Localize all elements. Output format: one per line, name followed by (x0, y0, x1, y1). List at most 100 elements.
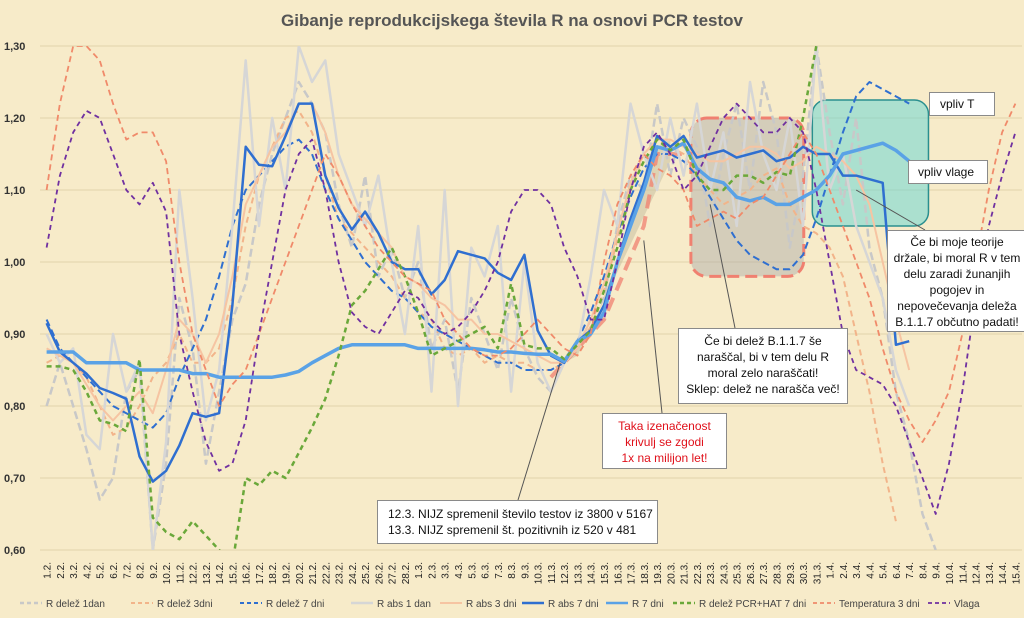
annotation-teorije-line: nepovečevanja deleža (897, 299, 1017, 313)
x-tick-label: 22.2. (321, 562, 332, 584)
series-line-r-abs-7-dni (45, 102, 910, 483)
legend-label: R delež 3dni (157, 599, 213, 610)
series-line-r-abs-3-dni (46, 102, 911, 422)
x-tick-label: 24.3. (719, 562, 730, 584)
x-tick-label: 18.2. (268, 562, 279, 584)
x-tick-label: 31.3. (812, 562, 823, 584)
x-axis-ticks: 1.2. 2.2. 3.2. 4.2. 5.2. 6.2. 7.2. 8.2. 9.2. 10.2… (43, 562, 1023, 584)
legend-label: Vlaga (954, 599, 980, 610)
y-tick-label: 1,20 (4, 113, 25, 125)
x-tick-label: 7.4. (905, 562, 916, 579)
x-tick-label: 8.4. (918, 562, 929, 579)
x-tick-label: 27.2. (388, 562, 399, 584)
x-tick-label: 7.2. (122, 562, 133, 579)
x-tick-label: 11.2. (175, 562, 186, 584)
x-tick-label: 11.4. (958, 562, 969, 584)
annotation-nijz-line: 12.3. NIJZ spremenil število testov iz 3… (388, 507, 653, 521)
x-tick-label: 12.3. (560, 562, 571, 584)
annotation-izenacenost-line: 1x na milijon let! (621, 451, 708, 465)
x-tick-label: 14.3. (587, 562, 598, 584)
x-tick-label: 26.3. (746, 562, 757, 584)
x-tick-label: 2.4. (839, 562, 850, 579)
x-tick-label: 13.3. (573, 562, 584, 584)
x-tick-label: 15.3. (600, 562, 611, 584)
series-line-vlaga (45, 102, 1017, 515)
legend-label: R delež 1dan (46, 599, 105, 610)
connector-line (855, 189, 926, 231)
x-tick-label: 10.2. (162, 562, 173, 584)
legend-label: R 7 dni (632, 599, 664, 610)
connector-line (643, 240, 663, 414)
x-tick-label: 6.4. (892, 562, 903, 579)
x-tick-label: 21.3. (680, 562, 691, 584)
y-tick-label: 1,00 (4, 257, 25, 269)
series-line-temperatura-3-dni (45, 46, 1017, 443)
x-tick-label: 5.4. (879, 562, 890, 579)
annotation-vpliv-t: vpliv T (929, 92, 995, 116)
x-tick-label: 11.3. (547, 562, 558, 584)
x-tick-label: 3.2. (69, 562, 80, 579)
x-tick-label: 25.3. (733, 562, 744, 584)
annotation-izenacenost-line: Taka izenačenost (618, 419, 711, 433)
x-tick-label: 5.3. (467, 562, 478, 579)
annotation-delez-line: Sklep: delež ne narašča več! (686, 382, 840, 396)
y-tick-label: 1,10 (4, 185, 25, 197)
x-tick-label: 18.3. (640, 562, 651, 584)
x-tick-label: 25.2. (361, 562, 372, 584)
x-tick-label: 12.4. (972, 562, 983, 584)
x-tick-label: 16.2. (242, 562, 253, 584)
x-tick-label: 4.2. (82, 562, 93, 579)
annotation-teorije-line: Če bi moje teorije (910, 235, 1004, 249)
x-tick-label: 9.4. (932, 562, 943, 579)
x-tick-label: 2.3. (427, 562, 438, 579)
x-tick-label: 29.3. (786, 562, 797, 584)
legend-label: Temperatura 3 dni (839, 599, 920, 610)
x-tick-label: 7.3. (494, 562, 505, 579)
y-tick-label: 0,90 (4, 329, 25, 341)
x-tick-label: 28.2. (401, 562, 412, 584)
x-tick-label: 14.4. (998, 562, 1009, 584)
connector-line (709, 204, 736, 329)
series-lines (45, 46, 1017, 550)
y-tick-label: 0,70 (4, 473, 25, 485)
x-tick-label: 21.2. (308, 562, 319, 584)
annotation-vpliv-t-text: vpliv T (940, 97, 975, 111)
annotation-nijz: 12.3. NIJZ spremenil število testov iz 3… (377, 500, 658, 544)
x-tick-label: 23.3. (706, 562, 717, 584)
x-tick-label: 1.4. (826, 562, 837, 579)
x-tick-label: 10.4. (945, 562, 956, 584)
annotation-delez-line: Če bi delež B.1.1.7 še (704, 334, 822, 348)
y-axis-ticks: 0,60 0,70 0,80 0,90 1,00 1,10 1,20 1,30 (4, 41, 25, 557)
x-tick-label: 17.2. (255, 562, 266, 584)
x-tick-label: 20.2. (295, 562, 306, 584)
legend-label: R delež 7 dni (266, 599, 324, 610)
x-tick-label: 20.3. (666, 562, 677, 584)
legend-label: R delež PCR+HAT 7 dni (699, 599, 806, 610)
x-tick-label: 4.4. (865, 562, 876, 579)
legend: R delež 1dan R delež 3dni R delež 7 dni R a… (20, 599, 980, 610)
x-tick-label: 3.4. (852, 562, 863, 579)
x-tick-label: 2.2. (56, 562, 67, 579)
x-tick-label: 1.2. (43, 562, 54, 579)
x-tick-label: 19.3. (653, 562, 664, 584)
x-tick-label: 23.2. (335, 562, 346, 584)
series-line-r-7-dni (46, 141, 911, 379)
x-tick-label: 1.3. (414, 562, 425, 579)
legend-label: R abs 1 dan (377, 599, 431, 610)
x-tick-label: 8.3. (507, 562, 518, 579)
annotation-vpliv-vlage-text: vpliv vlage (918, 165, 975, 179)
legend-label: R abs 7 dni (548, 599, 599, 610)
x-tick-label: 13.4. (985, 562, 996, 584)
annotation-connectors (517, 189, 926, 501)
annotation-teorije-line: držale, bi moral R v tem (893, 251, 1021, 265)
x-tick-label: 14.2. (215, 562, 226, 584)
annotation-izenacenost: Taka izenačenost krivulj se zgodi 1x na … (602, 413, 727, 469)
x-tick-label: 15.4. (1011, 562, 1022, 584)
annotation-teorije-line: B.1.1.7 občutno padati! (895, 315, 1019, 329)
y-tick-label: 0,60 (4, 545, 25, 557)
x-tick-label: 13.2. (202, 562, 213, 584)
x-tick-label: 6.2. (109, 562, 120, 579)
x-tick-label: 26.2. (374, 562, 385, 584)
